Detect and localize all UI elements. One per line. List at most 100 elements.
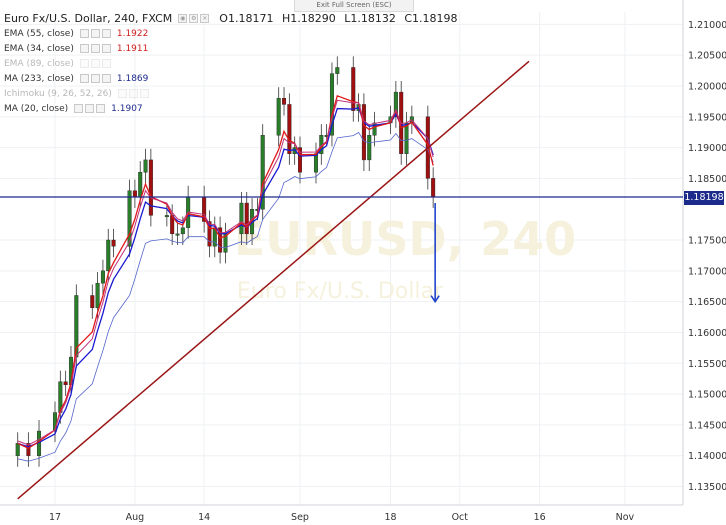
eye-icon[interactable] (74, 104, 84, 113)
candle-body (260, 135, 265, 210)
ema-34-line (17, 94, 434, 450)
indicator-list: EMA (55, close) 1.1922 EMA (34, close) 1.19… (4, 26, 463, 116)
eye-icon[interactable] (79, 44, 89, 53)
indicator-controls[interactable] (79, 29, 111, 38)
candle-body (287, 104, 292, 154)
indicator-row[interactable]: EMA (89, close) (4, 56, 463, 71)
candle-body (175, 233, 180, 236)
settings-icon[interactable] (90, 59, 100, 68)
current-price-tag: 1.18198 (684, 191, 724, 205)
candle-body (244, 202, 249, 235)
indicator-label: EMA (55, close) (4, 28, 74, 39)
indicator-row[interactable]: Ichimoku (9, 26, 52, 26) (4, 86, 463, 101)
ohlc-values: O1.18171 H1.18290 L1.18132 C1.18198 (219, 12, 462, 25)
grid-lines (0, 12, 683, 505)
y-tick-label: 1.17000 (688, 266, 726, 277)
y-tick-label: 1.18500 (688, 174, 726, 185)
ma-20-line (17, 107, 434, 448)
candle-body (276, 98, 281, 136)
candle-body (106, 239, 111, 272)
y-tick-label: 1.21000 (688, 20, 726, 31)
settings-icon[interactable]: ⚙ (189, 13, 199, 23)
candle-body (138, 172, 143, 198)
settings-icon[interactable] (90, 44, 100, 53)
close-icon[interactable] (139, 89, 149, 98)
x-tick-label: Aug (126, 512, 145, 523)
indicator-label: EMA (34, close) (4, 43, 74, 54)
settings-icon[interactable] (90, 29, 100, 38)
y-tick-label: 1.16000 (688, 328, 726, 339)
candle-body (393, 91, 398, 117)
indicator-controls[interactable] (79, 59, 111, 68)
indicator-row[interactable]: EMA (34, close) 1.1911 (4, 41, 463, 56)
candle-body (63, 381, 68, 386)
candle-body (239, 202, 244, 235)
candle-body (207, 221, 212, 247)
close-icon[interactable] (101, 59, 111, 68)
y-tick-label: 1.17500 (688, 236, 726, 247)
ohlc-open: O1.18171 (219, 11, 274, 25)
candle-body (143, 159, 148, 173)
candle-body (298, 147, 303, 173)
indicator-label: MA (20, close) (4, 103, 69, 114)
indicator-row[interactable]: MA (233, close) 1.1869 (4, 71, 463, 86)
candle-body (313, 153, 318, 173)
legend-title-row: Euro Fx/U.S. Dollar, 240, FXCM ◉ ⚙ × O1.18… (4, 10, 463, 26)
eye-icon[interactable] (79, 74, 89, 83)
indicator-controls[interactable] (79, 44, 111, 53)
y-axis-panel (683, 0, 726, 525)
candle-body (148, 159, 153, 216)
candle-body (26, 443, 31, 456)
x-tick-label: Sep (291, 512, 309, 523)
y-tick-label: 1.15000 (688, 390, 726, 401)
eye-icon[interactable] (79, 29, 89, 38)
y-tick-label: 1.16500 (688, 297, 726, 308)
indicator-value: 1.1911 (116, 43, 149, 54)
eye-icon[interactable]: ◉ (178, 13, 188, 23)
symbol-title[interactable]: Euro Fx/U.S. Dollar, 240, FXCM (4, 11, 173, 25)
indicator-row[interactable]: EMA (55, close) 1.1922 (4, 26, 463, 41)
watermark-symbol: EURUSD, 240 (234, 212, 576, 266)
candle-body (361, 104, 366, 161)
candle-body (329, 73, 334, 136)
close-icon[interactable] (101, 44, 111, 53)
candle-body (431, 178, 436, 198)
indicator-controls[interactable] (74, 104, 106, 113)
y-tick-label: 1.19500 (688, 112, 726, 123)
x-tick-label: 16 (534, 512, 546, 523)
watermark: EURUSD, 240 Euro Fx/U.S. Dollar (234, 212, 576, 304)
settings-icon[interactable] (128, 89, 138, 98)
indicator-controls[interactable] (117, 89, 149, 98)
indicator-row[interactable]: MA (20, close) 1.1907 (4, 101, 463, 116)
watermark-name: Euro Fx/U.S. Dollar (237, 279, 444, 304)
indicator-label: Ichimoku (9, 26, 52, 26) (4, 88, 112, 99)
close-icon[interactable] (96, 104, 106, 113)
indicator-value: 1.1869 (116, 73, 149, 84)
eye-icon[interactable] (117, 89, 127, 98)
candle-body (335, 67, 340, 74)
eye-icon[interactable] (79, 59, 89, 68)
y-tick-label: 1.20500 (688, 51, 726, 62)
projection-arrow-head (430, 295, 440, 304)
x-tick-label: 14 (198, 512, 210, 523)
exit-fullscreen-button[interactable]: Exit Full Screen (ESC) (294, 0, 414, 12)
close-icon[interactable] (101, 29, 111, 38)
indicator-controls[interactable] (79, 74, 111, 83)
indicator-value: 1.1922 (116, 28, 149, 39)
close-icon[interactable]: × (200, 13, 210, 23)
close-icon[interactable] (101, 74, 111, 83)
candle-body (15, 443, 20, 456)
candle-body (180, 227, 185, 235)
candle-body (95, 282, 100, 308)
ema-55-line (17, 99, 434, 446)
settings-icon[interactable] (90, 74, 100, 83)
candle-body (367, 135, 372, 161)
settings-icon[interactable] (85, 104, 95, 113)
legend-controls[interactable]: ◉ ⚙ × (178, 13, 210, 23)
y-tick-label: 1.15500 (688, 359, 726, 370)
y-tick-label: 1.14500 (688, 420, 726, 431)
ma-233-line (17, 131, 434, 462)
y-tick-label: 1.13500 (688, 482, 726, 493)
candle-body (100, 270, 105, 284)
